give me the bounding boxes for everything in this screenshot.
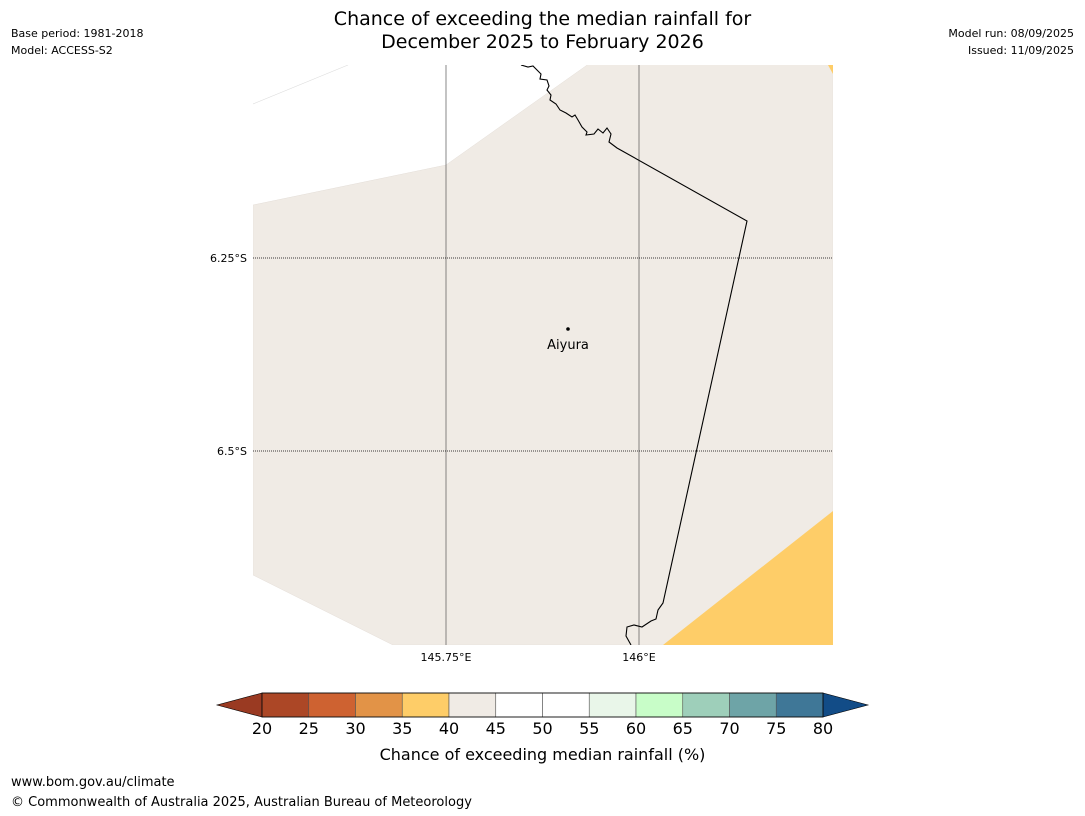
colorbar-tick-label: 25	[299, 719, 319, 738]
colorbar-swatch	[448, 692, 497, 718]
footer-copyright: © Commonwealth of Australia 2025, Austra…	[11, 795, 472, 810]
colorbar-swatch	[355, 692, 403, 718]
probability-band-35-40	[663, 511, 833, 645]
colorbar-tick-label: 80	[813, 719, 833, 738]
model-run-text: Model run: 08/09/2025	[948, 27, 1074, 40]
lon-label-145-75: 145.75°E	[421, 651, 472, 664]
map-area	[253, 65, 833, 645]
model-text: Model: ACCESS-S2	[11, 44, 113, 57]
meta-right: Model run: 08/09/2025 Issued: 11/09/2025	[948, 25, 1074, 59]
colorbar-swatch	[261, 692, 310, 718]
colorbar-swatch	[495, 692, 543, 718]
footer-url[interactable]: www.bom.gov.au/climate	[11, 775, 175, 790]
colorbar-tick-label: 55	[579, 719, 599, 738]
issued-text: Issued: 11/09/2025	[967, 44, 1074, 57]
colorbar-swatch	[588, 692, 637, 718]
province-border	[520, 65, 748, 645]
colorbar-tick-label: 35	[392, 719, 412, 738]
probability-band-35-40-top	[828, 65, 833, 74]
colorbar-swatch	[542, 692, 590, 718]
title-line-2: December 2025 to February 2026	[381, 31, 704, 53]
colorbar-tick-label: 65	[673, 719, 693, 738]
colorbar-tick-label: 40	[439, 719, 459, 738]
colorbar-swatch	[635, 692, 684, 718]
colorbar-swatch	[308, 692, 356, 718]
land-region	[253, 65, 833, 645]
colorbar-tick-label: 60	[626, 719, 646, 738]
colorbar: 20 25 30 35 40 45 50 55 60 65 70 75 80	[215, 692, 870, 738]
base-period-text: Base period: 1981-2018	[11, 27, 144, 40]
colorbar-swatch	[682, 692, 730, 718]
colorbar-under-arrow	[215, 692, 263, 718]
colorbar-tick-label: 50	[532, 719, 552, 738]
colorbar-outline	[261, 692, 824, 718]
title-line-1: Chance of exceeding the median rainfall …	[333, 8, 752, 30]
colorbar-tick-label: 45	[486, 719, 506, 738]
lon-label-146: 146°E	[622, 651, 655, 664]
colorbar-tick-label: 30	[345, 719, 365, 738]
meta-left: Base period: 1981-2018 Model: ACCESS-S2	[11, 25, 143, 59]
colorbar-tick-label: 20	[252, 719, 272, 738]
colorbar-swatch	[775, 692, 824, 718]
map-title: Chance of exceeding the median rainfall …	[0, 8, 1085, 54]
colorbar-swatch	[729, 692, 777, 718]
colorbar-over-arrow	[822, 692, 870, 718]
colorbar-swatch	[401, 692, 450, 718]
colorbar-tick-label: 75	[766, 719, 786, 738]
aiyura-label: Aiyura	[547, 338, 589, 353]
colorbar-label: Chance of exceeding median rainfall (%)	[379, 745, 706, 764]
lat-label-6-5: 6.5°S	[217, 445, 247, 458]
colorbar-tick-label: 70	[719, 719, 739, 738]
region-outline	[253, 65, 349, 105]
lat-label-6-25: 6.25°S	[210, 252, 247, 265]
aiyura-marker	[566, 327, 570, 331]
